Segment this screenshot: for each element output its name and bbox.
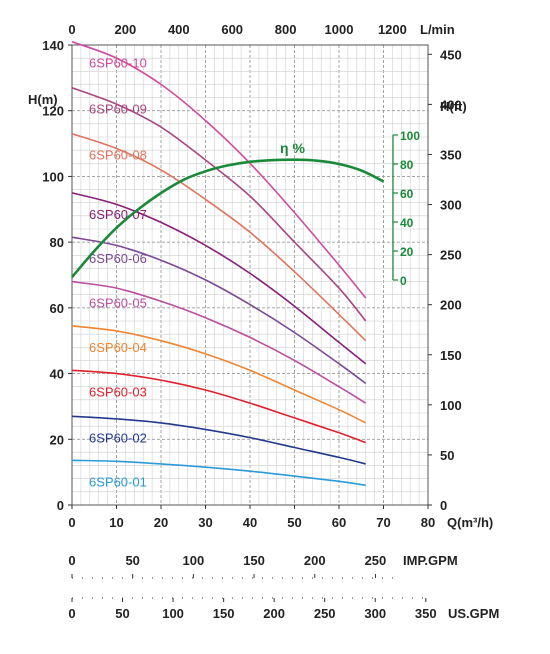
efficiency-label: η % xyxy=(280,140,305,156)
curve-6sp60-02 xyxy=(71,415,366,465)
curve-label-6sp60-08: 6SP60-08 xyxy=(89,148,147,163)
y-left-tick-label: 0 xyxy=(57,498,64,513)
y-right-axis-title: H(ft) xyxy=(440,99,467,114)
x-tick-label: 50 xyxy=(287,515,301,530)
curve-label-6sp60-02: 6SP60-02 xyxy=(89,430,147,445)
x-tick-label: 30 xyxy=(198,515,212,530)
y-right-tick-label: 400 xyxy=(440,97,462,112)
x-tick-label: 0 xyxy=(68,515,75,530)
us-tick-label: 200 xyxy=(263,606,285,621)
y-left-tick-label: 20 xyxy=(50,432,64,447)
y-right-tick-label: 50 xyxy=(440,448,454,463)
y-left-tick-label: 140 xyxy=(42,38,64,53)
top-tick-label: 600 xyxy=(221,22,243,37)
x-tick-label: 20 xyxy=(154,515,168,530)
curve-6sp60-04 xyxy=(71,325,367,424)
curve-label-6sp60-09: 6SP60-09 xyxy=(89,102,147,117)
us-tick-label: 300 xyxy=(364,606,386,621)
curve-label-6sp60-05: 6SP60-05 xyxy=(89,296,147,311)
x-tick-label: 80 xyxy=(421,515,435,530)
eff-tick-label: 40 xyxy=(400,216,414,230)
us-tick-label: 0 xyxy=(68,606,75,621)
imp-tick-label: 250 xyxy=(365,553,387,568)
curve-6sp60-08 xyxy=(71,132,367,342)
x-tick-label: 60 xyxy=(332,515,346,530)
eff-tick-label: 0 xyxy=(400,274,407,288)
y-right-tick-label: 350 xyxy=(440,147,462,162)
curve-6sp60-06 xyxy=(71,236,367,385)
eff-tick-label: 60 xyxy=(400,187,414,201)
y-left-tick-label: 60 xyxy=(50,301,64,316)
curve-6sp60-07 xyxy=(71,192,367,365)
curve-label-6sp60-04: 6SP60-04 xyxy=(89,340,147,355)
eff-tick-label: 80 xyxy=(400,158,414,172)
eff-tick-label: 100 xyxy=(400,129,420,143)
y-right-tick-label: 100 xyxy=(440,398,462,413)
top-tick-label: 0 xyxy=(68,22,75,37)
us-tick-label: 150 xyxy=(213,606,235,621)
x-tick-label: 40 xyxy=(243,515,257,530)
imp-tick-label: 50 xyxy=(125,553,139,568)
top-tick-label: 800 xyxy=(275,22,297,37)
curve-6sp60-10 xyxy=(71,40,367,299)
efficiency-curve xyxy=(71,158,385,278)
y-left-tick-label: 80 xyxy=(50,235,64,250)
imp-tick-label: 0 xyxy=(68,553,75,568)
top-tick-label: 400 xyxy=(168,22,190,37)
imp-tick-label: 150 xyxy=(243,553,265,568)
curve-6sp60-03 xyxy=(71,369,366,444)
curve-label-6sp60-10: 6SP60-10 xyxy=(89,56,147,71)
curve-6sp60-09 xyxy=(71,86,367,322)
y-left-axis-title: H(m) xyxy=(28,92,58,107)
x-axis-title: Q(m³/h) xyxy=(447,515,493,530)
y-right-tick-label: 0 xyxy=(440,498,447,513)
curve-6sp60-01 xyxy=(71,459,366,487)
y-right-tick-label: 450 xyxy=(440,47,462,62)
us-axis-title: US.GPM xyxy=(448,606,499,621)
top-tick-label: 200 xyxy=(115,22,137,37)
top-tick-label: 1200 xyxy=(378,22,407,37)
us-tick-label: 100 xyxy=(162,606,184,621)
us-tick-label: 250 xyxy=(314,606,336,621)
y-right-tick-label: 300 xyxy=(440,198,462,213)
curve-6sp60-05 xyxy=(71,280,367,404)
curve-label-6sp60-03: 6SP60-03 xyxy=(89,384,147,399)
curve-label-6sp60-01: 6SP60-01 xyxy=(89,474,147,489)
imp-tick-label: 100 xyxy=(183,553,205,568)
top-axis-title: L/min xyxy=(420,22,455,37)
y-right-tick-label: 250 xyxy=(440,248,462,263)
us-tick-label: 350 xyxy=(415,606,437,621)
eff-tick-label: 20 xyxy=(400,245,414,259)
y-left-tick-label: 100 xyxy=(42,169,64,184)
top-tick-label: 1000 xyxy=(325,22,354,37)
y-left-tick-label: 120 xyxy=(42,104,64,119)
y-right-tick-label: 150 xyxy=(440,348,462,363)
curve-label-6sp60-06: 6SP60-06 xyxy=(89,251,147,266)
imp-tick-label: 200 xyxy=(304,553,326,568)
y-left-tick-label: 40 xyxy=(50,367,64,382)
y-right-tick-label: 200 xyxy=(440,298,462,313)
curve-label-6sp60-07: 6SP60-07 xyxy=(89,207,147,222)
us-tick-label: 50 xyxy=(115,606,129,621)
x-tick-label: 10 xyxy=(109,515,123,530)
imp-axis-title: IMP.GPM xyxy=(403,553,458,568)
x-tick-label: 70 xyxy=(376,515,390,530)
